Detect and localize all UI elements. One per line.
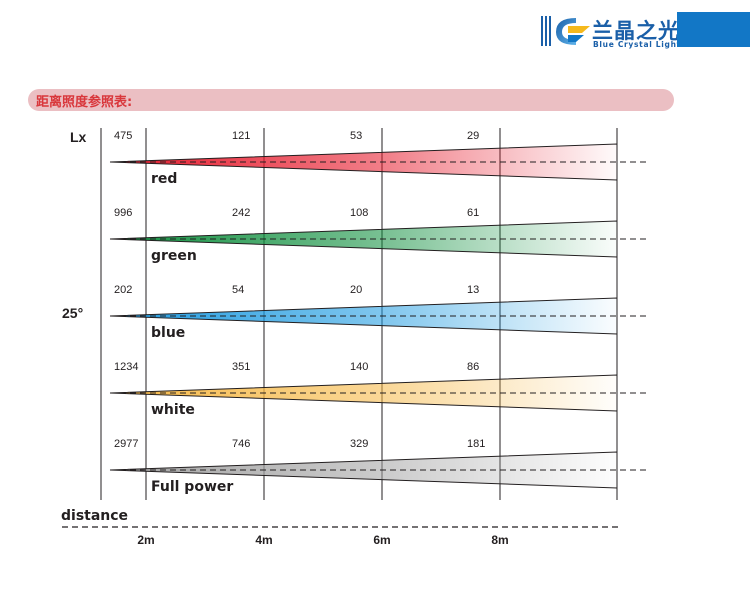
lux-value-label: 351 xyxy=(232,361,250,373)
beam-row-white: 1234 351 140 86 white xyxy=(109,361,648,418)
beam-color-label: white xyxy=(151,402,195,418)
beam-color-label: Full power xyxy=(151,479,233,495)
lux-value-label: 202 xyxy=(114,284,132,296)
lux-value-label: 746 xyxy=(232,438,250,450)
lux-value-label: 53 xyxy=(350,130,362,142)
beam-angle-label: 25° xyxy=(62,305,83,321)
distance-tick-label: 4m xyxy=(255,533,272,547)
brand-tagline: Blue Crystal Light xyxy=(593,40,681,49)
x-axis-title: distance xyxy=(61,508,128,524)
beam-color-label: red xyxy=(151,171,177,187)
chart-rows: 475 121 53 29 red 996 242 108 61 green 202 54 20 13 bl… xyxy=(109,130,648,495)
lux-value-label: 242 xyxy=(232,207,250,219)
beam-row-green: 996 242 108 61 green xyxy=(109,207,648,264)
distance-tick-label: 6m xyxy=(373,533,390,547)
lux-value-label: 86 xyxy=(467,361,479,373)
lux-value-label: 29 xyxy=(467,130,479,142)
lux-value-label: 2977 xyxy=(114,438,138,450)
beam-row-red: 475 121 53 29 red xyxy=(109,130,648,187)
lux-value-label: 996 xyxy=(114,207,132,219)
brand-name: 兰晶之光 xyxy=(592,19,680,43)
title-banner: 距离照度参照表: xyxy=(28,89,674,111)
lux-value-label: 54 xyxy=(232,284,244,296)
lux-value-label: 1234 xyxy=(114,361,138,373)
beam-color-label: blue xyxy=(151,325,185,341)
y-axis-label: Lx xyxy=(70,129,87,145)
crystal-logo-icon xyxy=(541,16,590,46)
lux-value-label: 121 xyxy=(232,130,250,142)
lux-value-label: 20 xyxy=(350,284,362,296)
brand-logo: 兰晶之光 Blue Crystal Light xyxy=(540,12,750,52)
beam-color-label: green xyxy=(151,248,197,264)
lux-value-label: 329 xyxy=(350,438,368,450)
lux-value-label: 13 xyxy=(467,284,479,296)
lux-value-label: 108 xyxy=(350,207,368,219)
beam-row-full-power: 2977 746 329 181 Full power xyxy=(109,438,648,495)
lux-value-label: 61 xyxy=(467,207,479,219)
distance-tick-label: 2m xyxy=(137,533,154,547)
lux-value-label: 475 xyxy=(114,130,132,142)
x-tick-labels: 2m 4m 6m 8m xyxy=(137,533,508,547)
brand-accent-bar xyxy=(677,12,750,47)
lux-value-label: 140 xyxy=(350,361,368,373)
beam-row-blue: 202 54 20 13 blue xyxy=(109,284,648,341)
lux-value-label: 181 xyxy=(467,438,485,450)
distance-tick-label: 8m xyxy=(491,533,508,547)
page-title: 距离照度参照表: xyxy=(36,95,133,110)
